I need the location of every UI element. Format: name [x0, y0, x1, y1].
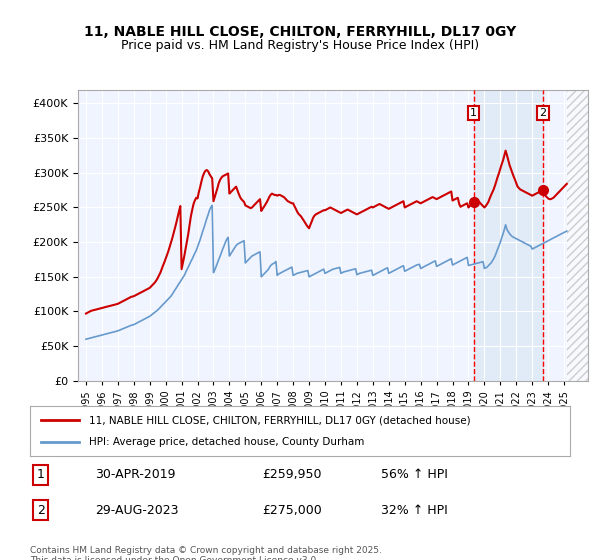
Text: 29-AUG-2023: 29-AUG-2023 [95, 503, 178, 517]
Text: 1: 1 [37, 468, 45, 482]
Text: £259,950: £259,950 [262, 468, 322, 482]
Text: HPI: Average price, detached house, County Durham: HPI: Average price, detached house, Coun… [89, 437, 365, 447]
Text: 1: 1 [470, 108, 477, 118]
Text: 2: 2 [539, 108, 547, 118]
Text: 32% ↑ HPI: 32% ↑ HPI [381, 503, 448, 517]
Text: £275,000: £275,000 [262, 503, 322, 517]
Text: Contains HM Land Registry data © Crown copyright and database right 2025.
This d: Contains HM Land Registry data © Crown c… [30, 546, 382, 560]
Text: 11, NABLE HILL CLOSE, CHILTON, FERRYHILL, DL17 0GY: 11, NABLE HILL CLOSE, CHILTON, FERRYHILL… [84, 25, 516, 39]
Bar [567, 90, 588, 381]
Text: 2: 2 [37, 503, 45, 517]
Text: 56% ↑ HPI: 56% ↑ HPI [381, 468, 448, 482]
Bar [567, 90, 588, 381]
Text: Price paid vs. HM Land Registry's House Price Index (HPI): Price paid vs. HM Land Registry's House … [121, 39, 479, 52]
Text: 11, NABLE HILL CLOSE, CHILTON, FERRYHILL, DL17 0GY (detached house): 11, NABLE HILL CLOSE, CHILTON, FERRYHILL… [89, 415, 471, 425]
Bar [474, 90, 543, 381]
Text: 30-APR-2019: 30-APR-2019 [95, 468, 175, 482]
